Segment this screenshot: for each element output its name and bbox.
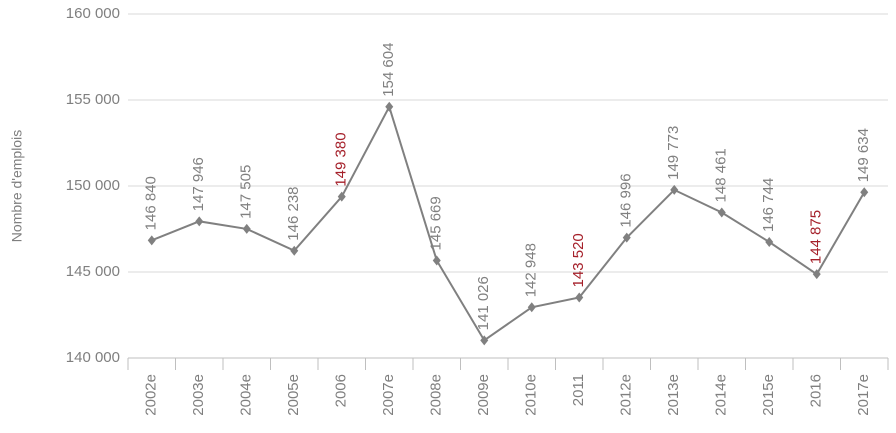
value-label: 149 634 bbox=[855, 128, 872, 182]
x-tick-label: 2005e bbox=[285, 374, 302, 416]
value-label: 143 520 bbox=[570, 233, 587, 287]
line bbox=[151, 104, 866, 342]
y-tick-label: 145 000 bbox=[66, 263, 120, 280]
marker bbox=[812, 269, 821, 280]
value-label: 146 840 bbox=[143, 176, 160, 230]
value-label: 146 996 bbox=[618, 173, 635, 227]
x-tick-label: 2010e bbox=[523, 374, 540, 416]
value-label: 148 461 bbox=[713, 148, 730, 202]
value-label: 146 744 bbox=[760, 178, 777, 232]
x-tick-label: 2008e bbox=[428, 374, 445, 416]
value-label: 147 505 bbox=[238, 165, 255, 219]
y-axis-label: Nombre d'emplois bbox=[9, 130, 25, 242]
y-tick-label: 160 000 bbox=[66, 5, 120, 22]
marker bbox=[860, 187, 869, 198]
x-tick-label: 2002e bbox=[143, 374, 160, 416]
y-tick-label: 155 000 bbox=[66, 91, 120, 108]
marker bbox=[527, 302, 536, 313]
x-tick-label: 2014e bbox=[713, 374, 730, 416]
x-tick-label: 2006 bbox=[333, 374, 350, 407]
value-label: 142 948 bbox=[523, 243, 540, 297]
x-tick-label: 2015e bbox=[760, 374, 777, 416]
value-label: 149 380 bbox=[333, 132, 350, 186]
marker bbox=[765, 237, 774, 248]
marker bbox=[480, 335, 489, 346]
marker bbox=[147, 235, 156, 246]
x-tick-label: 2003e bbox=[190, 374, 207, 416]
value-label: 146 238 bbox=[285, 186, 302, 240]
marker bbox=[242, 223, 251, 234]
x-tick-label: 2007e bbox=[380, 374, 397, 416]
marker bbox=[337, 191, 346, 202]
value-label: 149 773 bbox=[665, 126, 682, 180]
value-label: 141 026 bbox=[475, 276, 492, 330]
value-label: 147 946 bbox=[190, 157, 207, 211]
marker bbox=[385, 101, 394, 112]
x-tick-label: 2004e bbox=[238, 374, 255, 416]
value-label: 144 875 bbox=[808, 210, 825, 264]
marker bbox=[195, 216, 204, 227]
marker bbox=[622, 232, 631, 243]
y-tick-label: 150 000 bbox=[66, 177, 120, 194]
marker bbox=[670, 184, 679, 195]
marker bbox=[432, 255, 441, 266]
x-tick-label: 2009e bbox=[475, 374, 492, 416]
value-label: 154 604 bbox=[380, 43, 397, 97]
x-tick-label: 2017e bbox=[855, 374, 872, 416]
x-tick-label: 2013e bbox=[665, 374, 682, 416]
x-tick-label: 2012e bbox=[618, 374, 635, 416]
marker bbox=[717, 207, 726, 218]
marker bbox=[290, 245, 299, 256]
value-label: 145 669 bbox=[428, 196, 445, 250]
x-tick-label: 2011 bbox=[570, 374, 587, 406]
x-tick-label: 2016 bbox=[808, 374, 825, 407]
y-tick-label: 140 000 bbox=[66, 349, 120, 366]
marker bbox=[575, 292, 584, 303]
